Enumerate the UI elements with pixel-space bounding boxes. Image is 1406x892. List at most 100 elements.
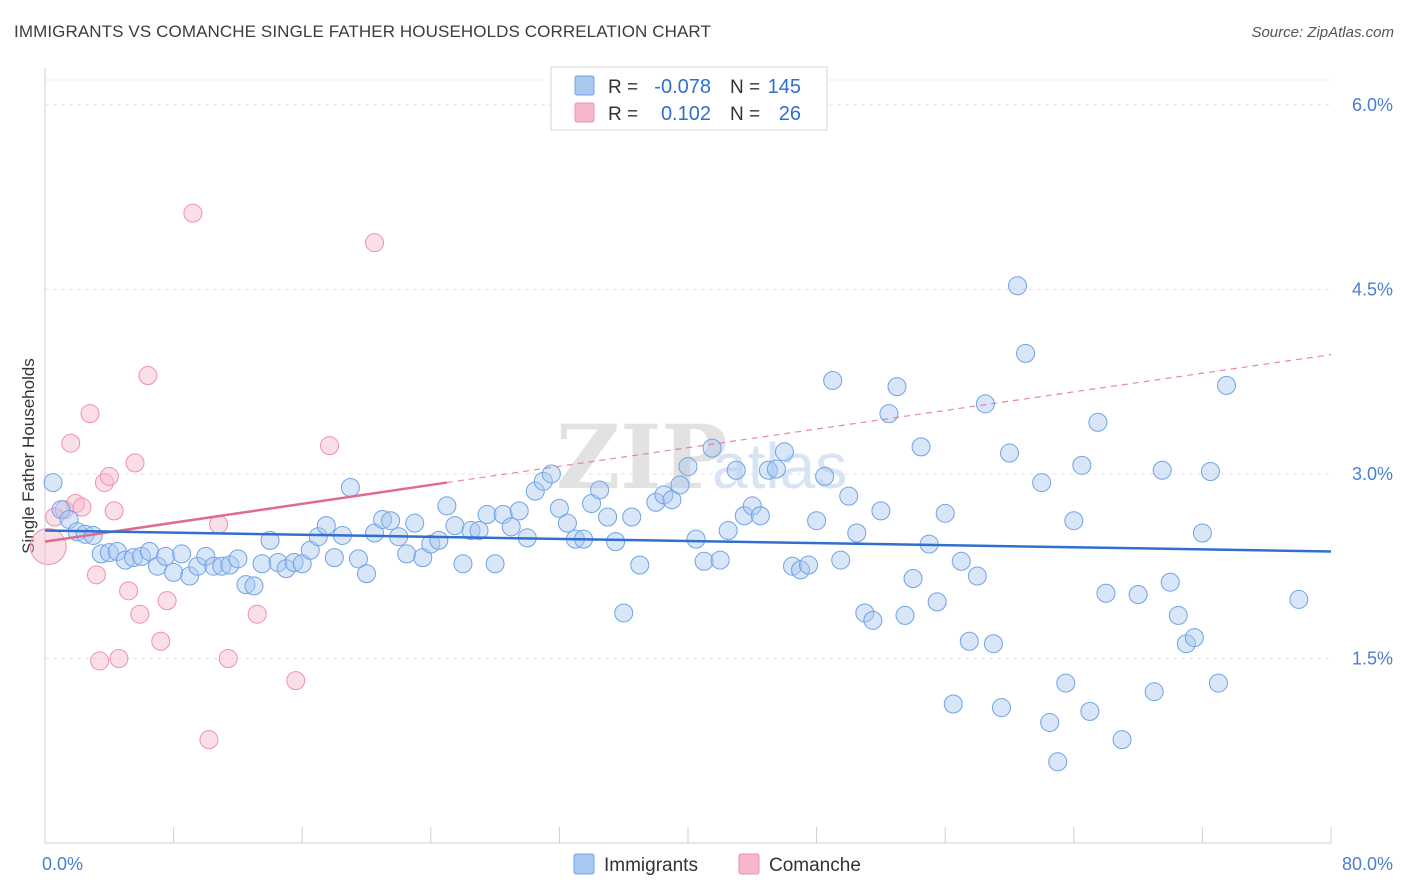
immigrants-point: [823, 370, 843, 390]
immigrants-point: [774, 442, 794, 462]
y-tick-label: 6.0%: [1352, 95, 1393, 115]
immigrants-point: [180, 566, 200, 586]
immigrants-point: [1088, 412, 1108, 432]
immigrants-point: [1144, 682, 1164, 702]
immigrants-point: [622, 507, 642, 527]
stats-swatch-immigrants: [574, 75, 595, 96]
immigrants-point: [156, 546, 176, 566]
immigrants-point: [1096, 583, 1116, 603]
y-tick-labels: 1.5% 3.0% 4.5% 6.0%: [1352, 95, 1393, 669]
stats-r-label-comanche: R =: [608, 104, 638, 125]
immigrants-trend-line: [44, 529, 1332, 553]
comanche-point: [320, 436, 340, 456]
immigrants-point: [308, 527, 328, 547]
immigrants-point: [260, 530, 280, 550]
immigrants-point: [1128, 585, 1148, 605]
stats-r-value-comanche: 0.102: [661, 103, 711, 125]
immigrants-point: [807, 511, 827, 531]
immigrants-point: [614, 603, 634, 623]
comanche-trend-extension: [446, 354, 1332, 484]
immigrants-point: [1072, 455, 1092, 475]
comanche-point: [157, 591, 177, 611]
immigrants-point: [1152, 460, 1172, 480]
immigrants-point: [750, 506, 770, 526]
immigrants-point: [678, 457, 698, 477]
immigrants-point: [284, 553, 304, 573]
immigrants-point: [461, 521, 481, 541]
immigrants-point: [1000, 443, 1019, 463]
immigrants-point: [509, 501, 529, 521]
immigrants-point: [694, 551, 714, 571]
immigrants-point: [557, 513, 577, 533]
legend-swatch-comanche: [738, 853, 760, 875]
immigrants-point: [1168, 605, 1188, 625]
comanche-point: [130, 604, 150, 624]
series-legend: Immigrants Comanche: [573, 853, 861, 876]
immigrants-point: [381, 511, 401, 531]
y-tick-label: 1.5%: [1352, 648, 1393, 668]
immigrants-point: [646, 492, 666, 512]
immigrants-point: [244, 576, 264, 596]
immigrants-point: [397, 544, 417, 564]
stats-n-value-comanche: 26: [779, 103, 801, 125]
immigrants-point: [324, 548, 344, 568]
immigrants-point: [1184, 628, 1204, 648]
immigrants-point: [710, 550, 730, 570]
comanche-point: [247, 604, 267, 624]
immigrants-point: [228, 549, 248, 569]
legend-swatch-immigrants: [573, 853, 595, 875]
immigrants-point: [959, 631, 979, 651]
immigrants-point: [903, 569, 923, 589]
immigrants-point: [348, 549, 368, 569]
immigrants-point: [935, 503, 955, 523]
immigrants-point: [1064, 511, 1084, 531]
immigrants-point: [164, 562, 184, 582]
comanche-point: [138, 366, 158, 386]
immigrants-point: [196, 546, 216, 566]
immigrants-point: [702, 438, 722, 458]
immigrants-point: [590, 480, 610, 500]
immigrants-point: [686, 529, 706, 549]
comanche-point: [151, 631, 171, 651]
immigrants-point: [172, 544, 192, 564]
comanche-point: [45, 507, 65, 527]
immigrants-point: [340, 477, 360, 497]
immigrants-point: [99, 543, 119, 563]
stats-swatch-comanche: [574, 102, 595, 123]
immigrants-point: [485, 554, 505, 574]
immigrants-point: [863, 610, 883, 630]
comanche-point: [29, 528, 67, 566]
immigrants-point: [911, 437, 931, 457]
immigrants-point: [831, 550, 851, 570]
legend-label-comanche: Comanche: [769, 855, 861, 876]
comanche-point: [183, 203, 203, 223]
immigrants-point: [895, 605, 915, 625]
watermark-zip: ZIP: [556, 405, 728, 509]
y-axis-label: Single Father Households: [19, 358, 38, 554]
x-tick-label-max: 80.0%: [1342, 854, 1393, 874]
comanche-point: [99, 466, 119, 486]
immigrants-point: [1217, 375, 1237, 395]
stats-n-label-immigrants: N =: [730, 77, 760, 98]
comanche-point: [90, 651, 110, 671]
immigrants-point: [405, 513, 425, 533]
immigrants-point: [541, 464, 561, 484]
immigrants-point: [1200, 461, 1220, 481]
immigrants-point: [445, 516, 465, 536]
immigrants-point: [188, 556, 208, 576]
immigrants-point: [212, 556, 232, 576]
immigrants-point: [815, 466, 835, 486]
series-immigrants: [43, 276, 1309, 772]
legend-label-immigrants: Immigrants: [604, 855, 698, 876]
immigrants-point: [758, 460, 778, 480]
stats-legend-frame: [550, 66, 828, 131]
immigrants-point: [967, 566, 987, 586]
comanche-point: [125, 453, 145, 473]
y-tick-label: 3.0%: [1352, 464, 1393, 484]
immigrants-point: [991, 698, 1011, 718]
immigrants-point: [236, 575, 256, 595]
x-tick-label-min: 0.0%: [42, 854, 83, 874]
immigrants-point: [951, 551, 971, 571]
immigrants-point: [1192, 523, 1212, 543]
watermark: ZIP atlas: [556, 405, 847, 509]
